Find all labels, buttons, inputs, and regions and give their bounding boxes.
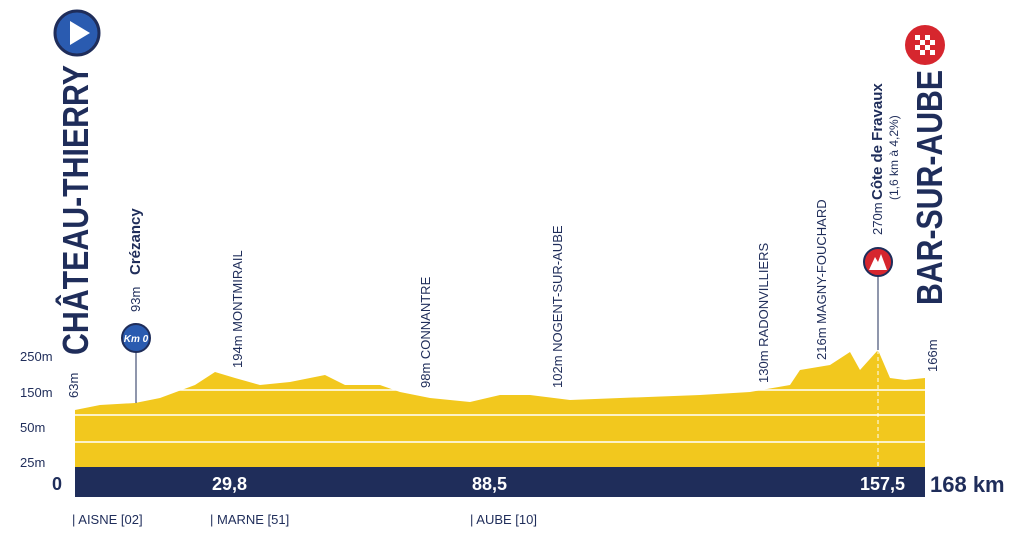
altitude-label: 250m xyxy=(20,349,53,364)
climb-name: Côte de Fravaux xyxy=(869,83,886,200)
place: 98m CONNANTRE xyxy=(418,276,433,388)
km-label: 168 km xyxy=(930,472,1005,497)
start-arrow xyxy=(70,21,90,45)
place: 102m NOGENT-SUR-AUBE xyxy=(550,225,565,388)
km-bar xyxy=(75,467,925,497)
altitude-label: 25m xyxy=(20,455,45,470)
start-name: CHÂTEAU-THIERRY xyxy=(54,65,96,355)
department: | AUBE [10] xyxy=(470,512,537,527)
altitude-lines xyxy=(75,389,925,443)
climb-detail: (1,6 km à 4,2%) xyxy=(887,115,901,200)
place: 130m RADONVILLIERS xyxy=(756,243,771,383)
km-label: 88,5 xyxy=(472,474,507,494)
km0-icon xyxy=(121,323,151,353)
department: | MARNE [51] xyxy=(210,512,289,527)
km0-label: Km 0 xyxy=(124,334,149,345)
department: | AISNE [02] xyxy=(72,512,143,527)
km-label: 29,8 xyxy=(212,474,247,494)
km0-altitude: 93m xyxy=(128,287,143,312)
km0-name: Crézancy xyxy=(127,208,144,275)
finish-name: BAR-SUR-AUBE xyxy=(909,70,950,305)
climb-altitude: 270m xyxy=(870,202,885,235)
km-label: 0 xyxy=(52,474,62,494)
finish-altitude: 166m xyxy=(925,339,940,372)
checker xyxy=(915,35,935,55)
altitude-label: 50m xyxy=(20,420,45,435)
start-altitude: 63m xyxy=(66,373,81,398)
place: 216m MAGNY-FOUCHARD xyxy=(814,199,829,360)
km-label: 157,5 xyxy=(860,474,905,494)
altitude-label: 150m xyxy=(20,385,53,400)
profile xyxy=(75,350,925,467)
mountain xyxy=(869,254,887,270)
place: 194m MONTMIRAIL xyxy=(230,250,245,368)
